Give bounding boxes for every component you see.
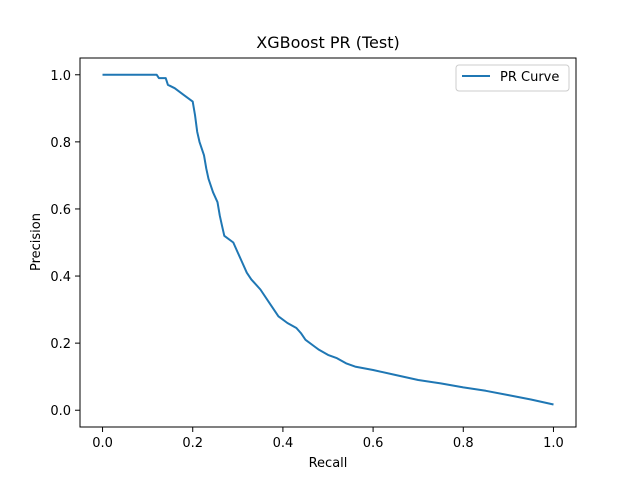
plot-frame [79, 57, 577, 428]
y-axis-label: Precision [29, 213, 44, 271]
x-tick-label: 0.6 [363, 436, 384, 451]
y-tick-label: 1.0 [50, 69, 71, 84]
x-tick-label: 0.8 [453, 436, 474, 451]
chart-title: XGBoost PR (Test) [256, 33, 399, 52]
x-tick-label: 0.0 [92, 436, 113, 451]
x-tick-label: 1.0 [543, 436, 564, 451]
x-axis-label: Recall [309, 456, 348, 471]
y-tick-label: 0.8 [50, 136, 71, 151]
plot-area [102, 73, 554, 406]
legend: PR Curve [455, 64, 570, 92]
x-axis-ticks: 0.0 0.2 0.4 0.6 0.8 1.0 [92, 427, 564, 451]
y-tick-label: 0.2 [50, 337, 71, 352]
y-tick-label: 0.4 [50, 270, 71, 285]
legend-label: PR Curve [500, 70, 559, 85]
y-tick-label: 0.6 [50, 203, 71, 218]
x-tick-label: 0.4 [273, 436, 294, 451]
pr-curve-line [102, 73, 554, 406]
legend-box [455, 64, 570, 92]
y-tick-label: 0.0 [50, 404, 71, 419]
y-axis-ticks: 0.0 0.2 0.4 0.6 0.8 1.0 [50, 69, 80, 419]
x-tick-label: 0.2 [182, 436, 203, 451]
